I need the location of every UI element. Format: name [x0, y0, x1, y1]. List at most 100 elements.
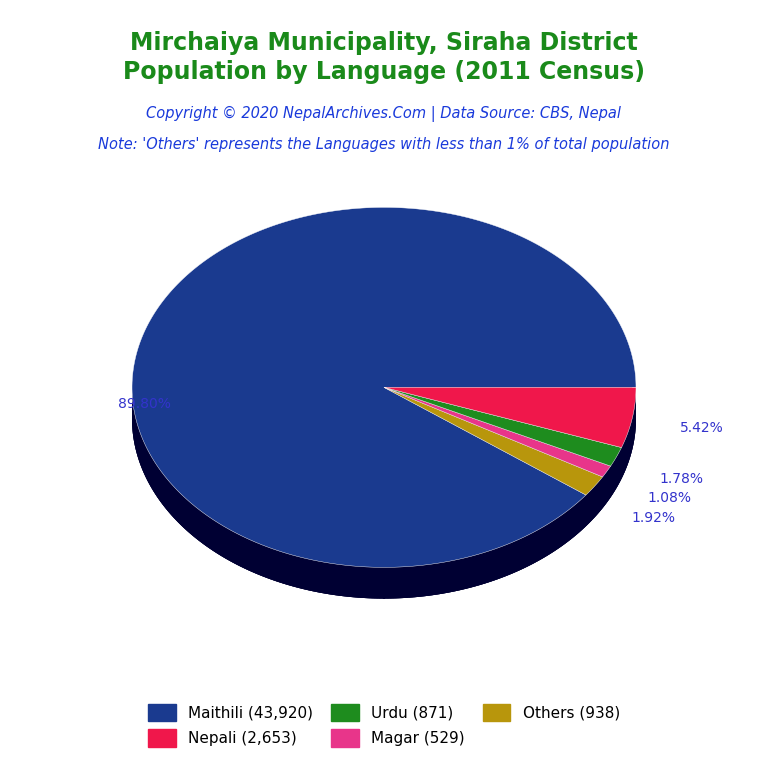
Polygon shape [350, 566, 352, 597]
Polygon shape [561, 515, 562, 547]
Polygon shape [262, 545, 263, 577]
Polygon shape [361, 567, 362, 598]
Polygon shape [470, 556, 472, 588]
Polygon shape [269, 548, 270, 579]
Legend: Maithili (43,920), Nepali (2,653), Urdu (871), Magar (529), Others (938): Maithili (43,920), Nepali (2,653), Urdu … [142, 697, 626, 753]
Polygon shape [528, 535, 529, 566]
Polygon shape [545, 525, 547, 557]
Polygon shape [300, 557, 301, 588]
Polygon shape [501, 546, 502, 578]
Polygon shape [206, 515, 207, 547]
Polygon shape [541, 528, 542, 560]
Polygon shape [221, 525, 223, 557]
Polygon shape [191, 503, 192, 535]
Polygon shape [585, 495, 586, 528]
Polygon shape [282, 552, 283, 584]
Polygon shape [435, 564, 437, 594]
Polygon shape [551, 521, 553, 553]
Polygon shape [558, 516, 560, 548]
Polygon shape [574, 505, 575, 537]
Polygon shape [314, 561, 316, 592]
Polygon shape [527, 535, 528, 567]
Polygon shape [257, 543, 259, 574]
Polygon shape [182, 495, 183, 528]
Polygon shape [349, 565, 350, 597]
Polygon shape [478, 554, 479, 586]
Polygon shape [479, 554, 481, 585]
Polygon shape [385, 568, 386, 598]
Polygon shape [502, 546, 504, 578]
Polygon shape [170, 483, 171, 515]
Polygon shape [533, 532, 535, 564]
Polygon shape [367, 567, 369, 598]
Polygon shape [356, 566, 358, 598]
Polygon shape [565, 511, 566, 544]
Polygon shape [353, 566, 355, 598]
Polygon shape [599, 480, 600, 512]
Polygon shape [165, 476, 166, 508]
Polygon shape [187, 500, 188, 531]
Polygon shape [516, 540, 518, 572]
Polygon shape [323, 562, 325, 594]
Text: 89.80%: 89.80% [118, 397, 171, 411]
Polygon shape [594, 486, 595, 518]
Polygon shape [398, 567, 399, 598]
Polygon shape [518, 539, 520, 571]
Polygon shape [587, 493, 588, 525]
Polygon shape [220, 524, 221, 556]
Polygon shape [578, 502, 579, 534]
Polygon shape [593, 487, 594, 519]
Polygon shape [494, 549, 495, 581]
Polygon shape [522, 537, 524, 569]
Polygon shape [208, 516, 210, 548]
Polygon shape [580, 500, 581, 531]
Polygon shape [492, 549, 494, 581]
Polygon shape [362, 567, 364, 598]
Polygon shape [226, 528, 227, 560]
Polygon shape [237, 534, 239, 566]
Polygon shape [409, 566, 410, 598]
Polygon shape [340, 564, 343, 596]
Polygon shape [174, 487, 175, 519]
Polygon shape [460, 558, 462, 591]
Polygon shape [600, 479, 601, 511]
Polygon shape [595, 485, 596, 517]
Polygon shape [472, 556, 473, 588]
Polygon shape [384, 387, 603, 495]
Polygon shape [498, 548, 499, 579]
Text: 1.08%: 1.08% [647, 492, 691, 505]
Polygon shape [322, 562, 323, 594]
Polygon shape [445, 562, 446, 594]
Polygon shape [465, 558, 467, 589]
Polygon shape [247, 538, 248, 570]
Polygon shape [316, 561, 317, 592]
Polygon shape [264, 546, 266, 578]
Polygon shape [301, 558, 303, 589]
Text: 5.42%: 5.42% [680, 421, 723, 435]
Polygon shape [449, 561, 451, 592]
Polygon shape [531, 532, 533, 564]
Polygon shape [543, 526, 545, 558]
Polygon shape [504, 545, 505, 577]
Polygon shape [331, 564, 333, 594]
Polygon shape [542, 527, 543, 559]
Polygon shape [440, 563, 442, 594]
Polygon shape [210, 518, 212, 550]
Polygon shape [451, 561, 452, 592]
Polygon shape [277, 551, 279, 582]
Polygon shape [425, 564, 428, 596]
Polygon shape [583, 497, 584, 529]
Polygon shape [311, 560, 313, 591]
Polygon shape [246, 538, 247, 570]
Polygon shape [317, 561, 319, 592]
Polygon shape [198, 509, 200, 541]
Polygon shape [467, 557, 468, 588]
Polygon shape [279, 551, 280, 583]
Polygon shape [274, 549, 276, 581]
Polygon shape [563, 513, 564, 545]
Polygon shape [310, 559, 311, 591]
Polygon shape [215, 521, 217, 553]
Polygon shape [576, 503, 577, 535]
Polygon shape [499, 547, 501, 578]
Polygon shape [399, 567, 401, 598]
